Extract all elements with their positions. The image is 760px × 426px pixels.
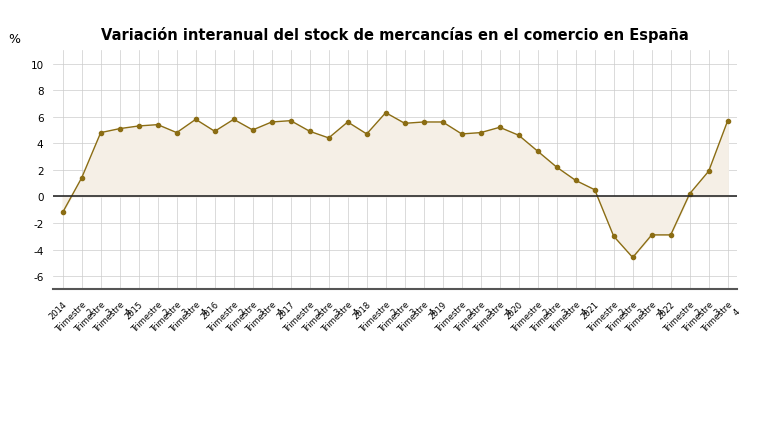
Text: %: % (9, 33, 21, 46)
Title: Variación interanual del stock de mercancías en el comercio en España: Variación interanual del stock de mercan… (101, 27, 689, 43)
